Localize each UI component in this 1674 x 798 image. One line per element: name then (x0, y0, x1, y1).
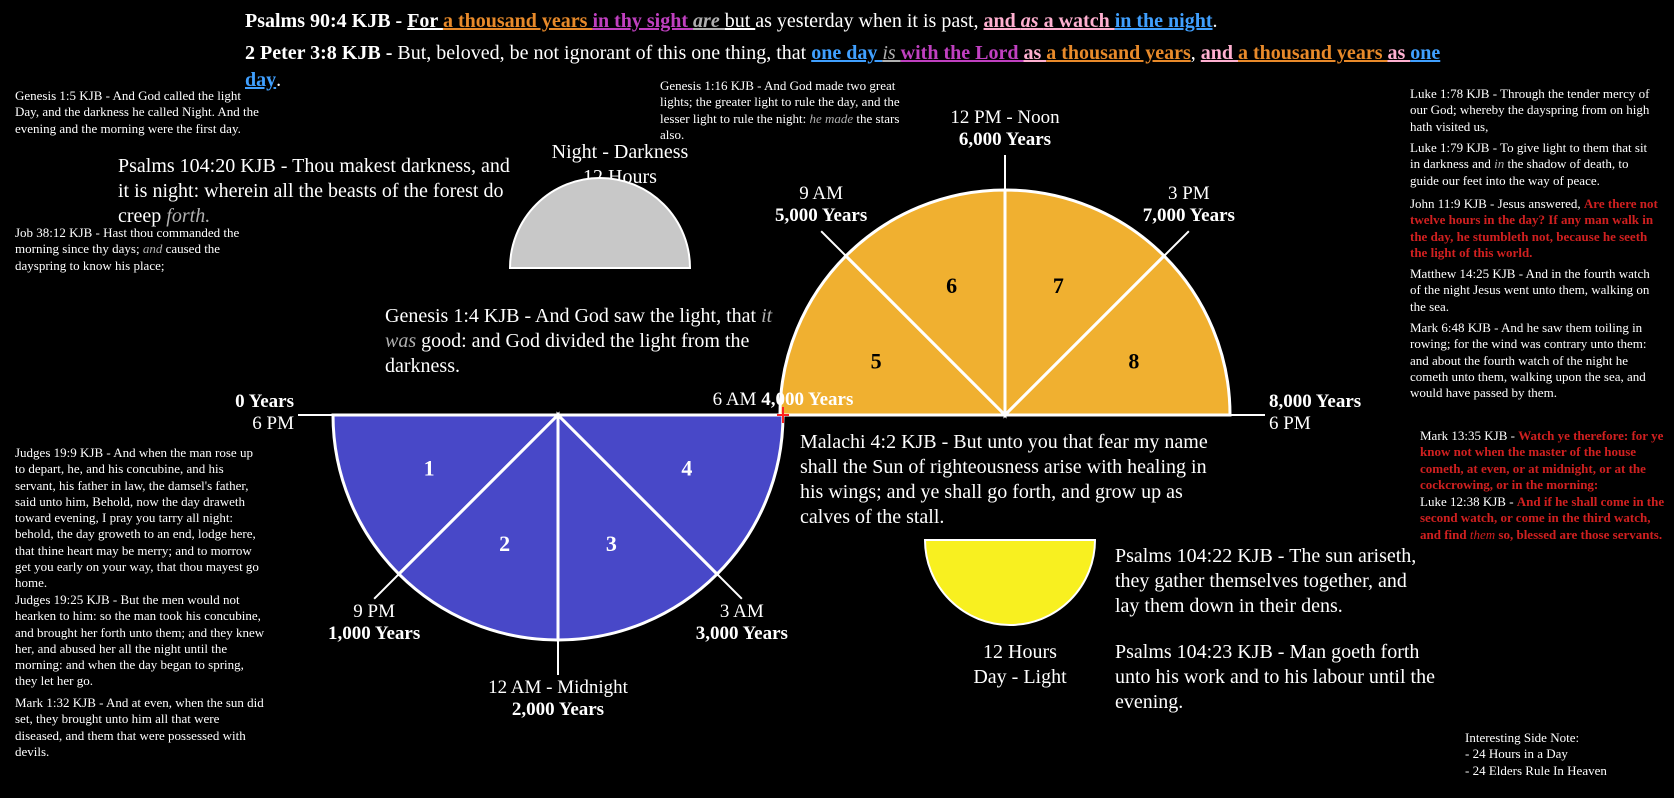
tick-label: 3 AM3,000 Years (652, 601, 832, 645)
svg-text:4: 4 (681, 455, 692, 480)
tick-label: 12 PM - Noon6,000 Years (915, 107, 1095, 151)
tick-label: 3 PM7,000 Years (1099, 183, 1279, 227)
svg-text:1: 1 (424, 455, 435, 480)
moon-icon (510, 178, 690, 268)
tick-label: 0 Years6 PM (114, 391, 294, 435)
svg-text:7: 7 (1053, 273, 1064, 298)
tick-label: 6 AM 4,000 Years (633, 389, 933, 411)
svg-text:2: 2 (499, 531, 510, 556)
tick-label: 9 AM5,000 Years (731, 183, 911, 227)
tick-label: 8,000 Years6 PM (1269, 391, 1449, 435)
tick-label: 12 AM - Midnight2,000 Years (468, 677, 648, 721)
svg-text:6: 6 (946, 273, 957, 298)
sun-icon (925, 540, 1095, 625)
svg-text:5: 5 (871, 349, 882, 374)
svg-text:3: 3 (606, 531, 617, 556)
svg-text:8: 8 (1128, 349, 1139, 374)
tick-label: 9 PM1,000 Years (284, 601, 464, 645)
